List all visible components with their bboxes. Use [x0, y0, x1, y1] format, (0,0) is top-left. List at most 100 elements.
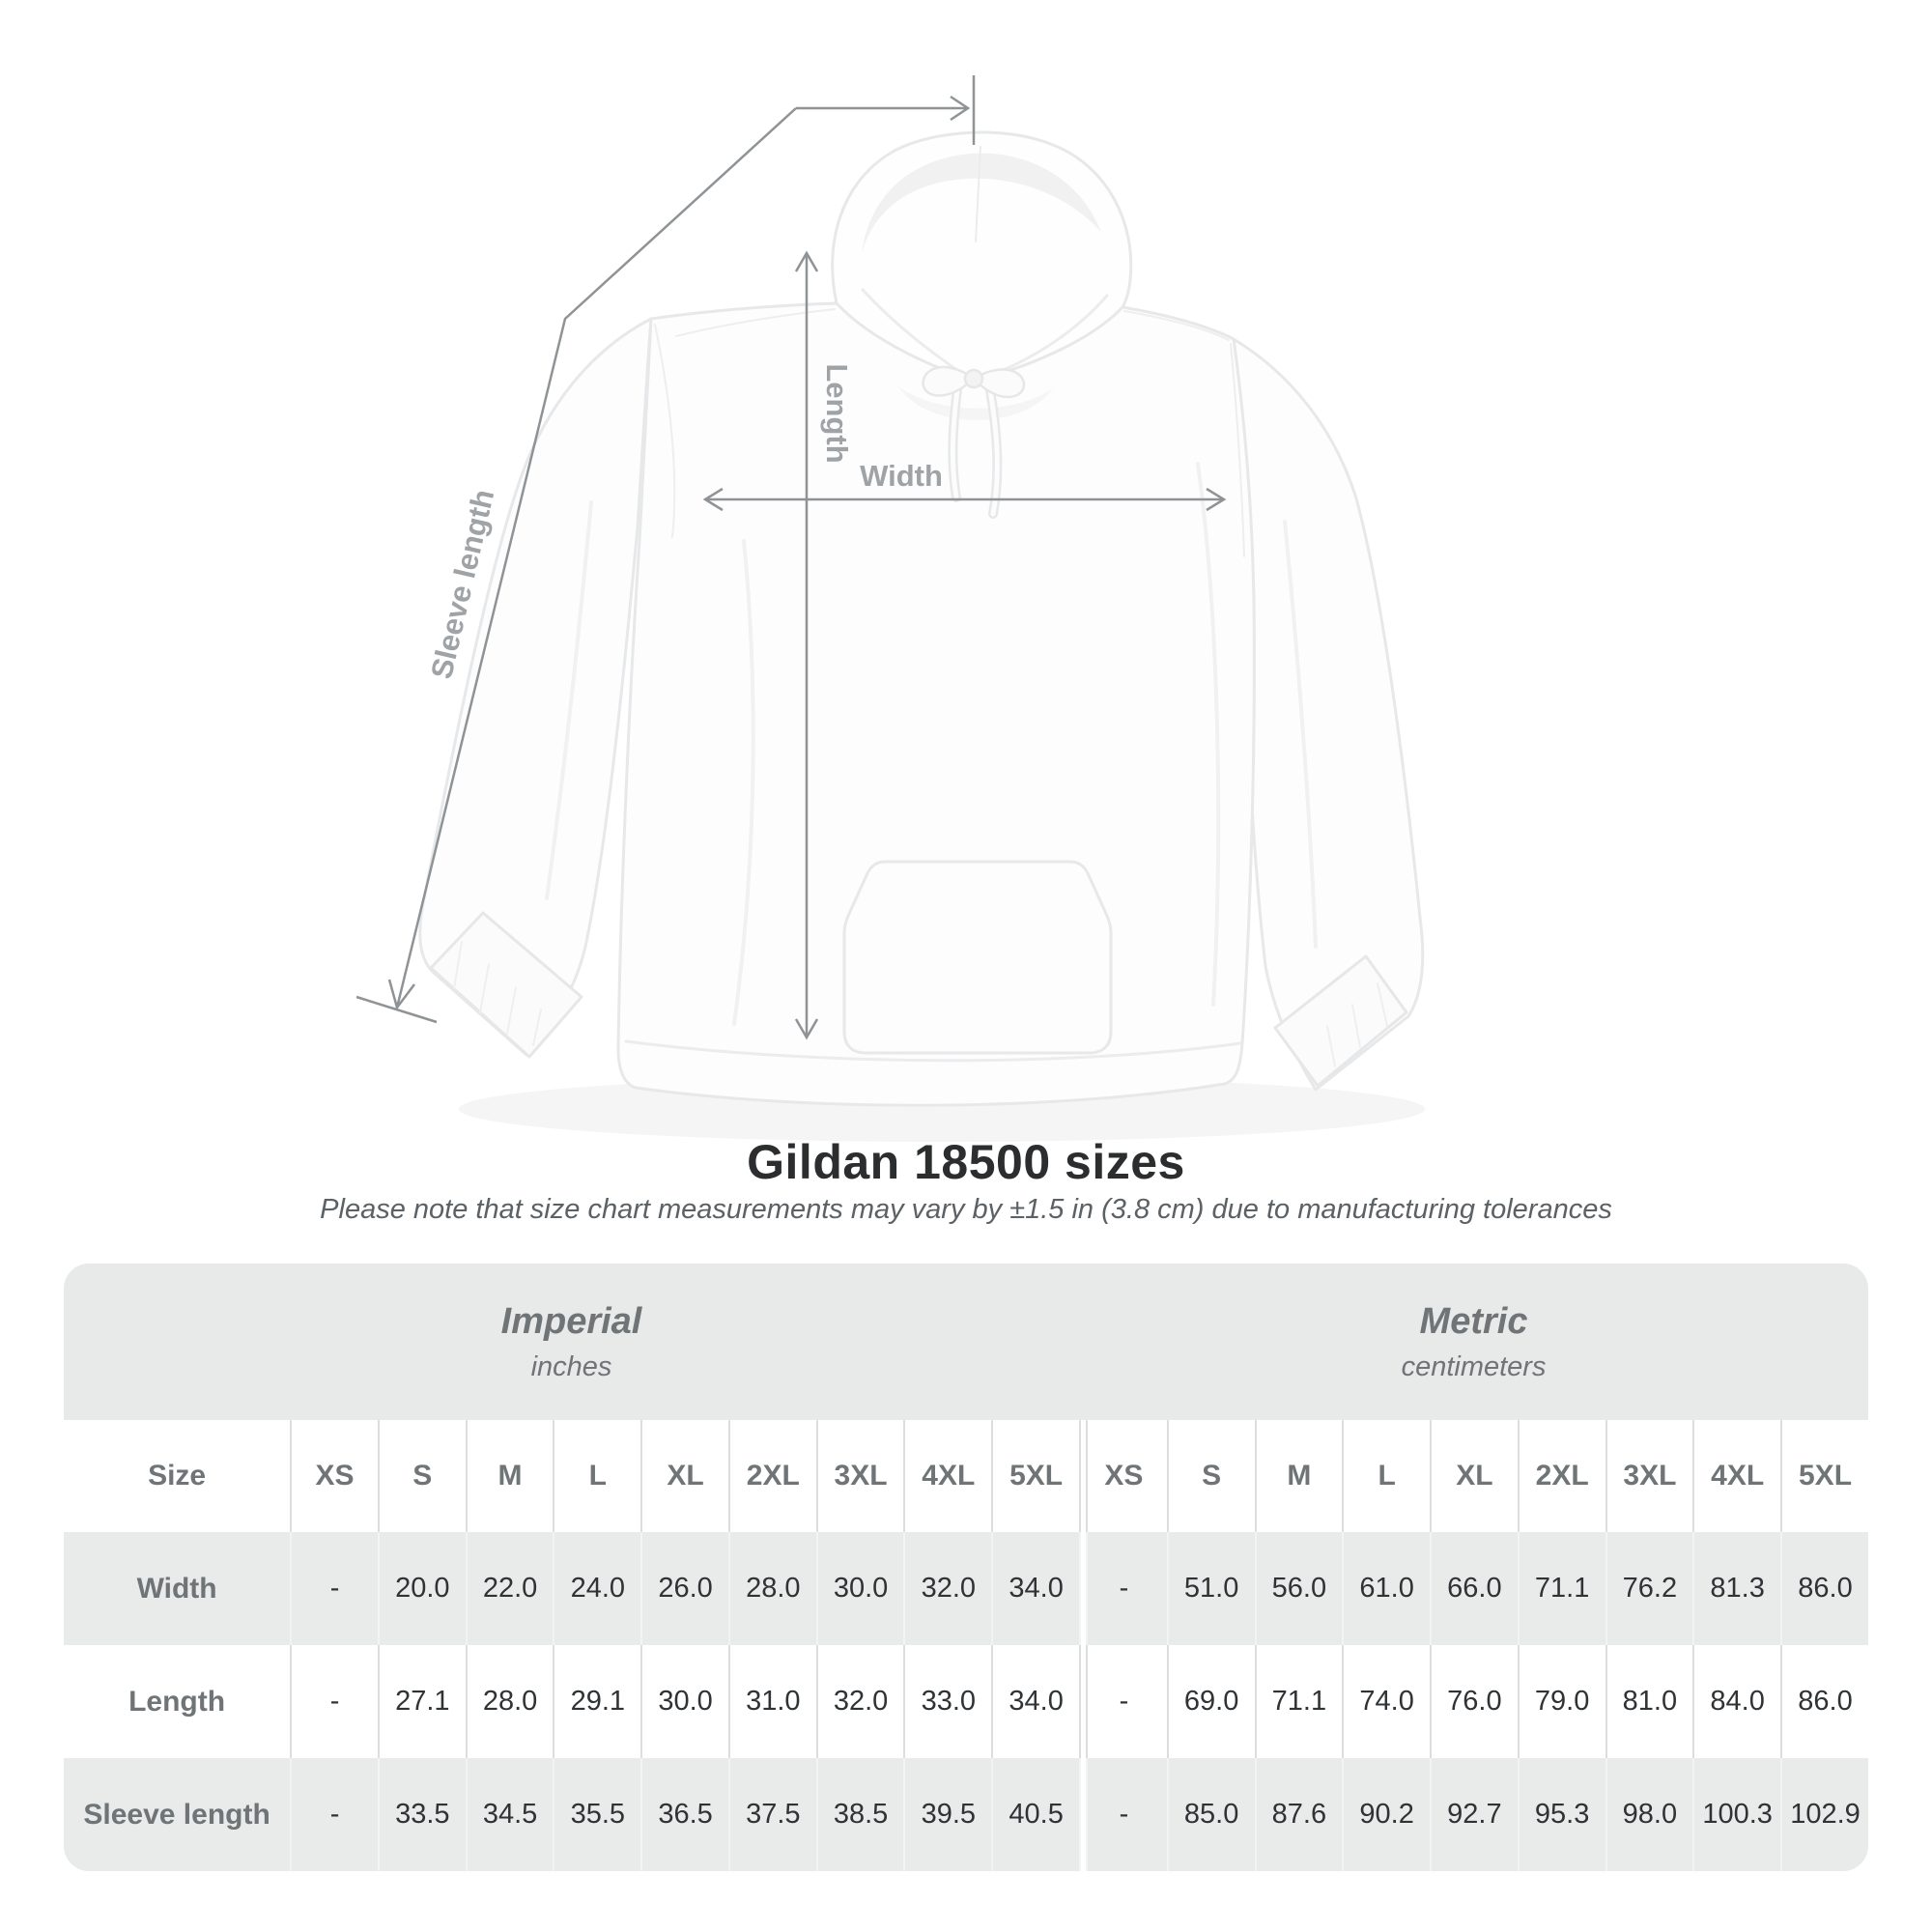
cell-imperial-m: 34.5 [465, 1758, 554, 1871]
size-header-imperial-5xl: 5XL [991, 1420, 1080, 1532]
cell-imperial-s: 27.1 [377, 1645, 466, 1758]
row-label: Width [64, 1532, 291, 1645]
cell-imperial-5xl: 34.0 [991, 1645, 1080, 1758]
cell-metric-xl: 76.0 [1430, 1645, 1518, 1758]
left-shoulder-seam [675, 308, 836, 337]
size-header-metric-l: L [1342, 1420, 1431, 1532]
cell-metric-m: 56.0 [1254, 1532, 1343, 1645]
cell-imperial-m: 28.0 [465, 1645, 554, 1758]
hem-seam [624, 1039, 1242, 1063]
cell-imperial-2xl: 31.0 [727, 1645, 816, 1758]
cell-metric-xs: - [1079, 1758, 1167, 1871]
cell-metric-s: 85.0 [1166, 1758, 1255, 1871]
drawstring-left-highlight [950, 380, 961, 500]
cell-imperial-l: 29.1 [553, 1645, 641, 1758]
size-header-imperial-4xl: 4XL [903, 1420, 992, 1532]
width-measure-label: Width [860, 459, 943, 493]
table-row-width: Width -20.0 22.0 24.0 26.0 28.0 30.0 32.0 34.0-5… [64, 1532, 1868, 1645]
cell-metric-m: 71.1 [1254, 1645, 1343, 1758]
size-header-metric-xl: XL [1430, 1420, 1518, 1532]
metric-band: Metric centimeters [1079, 1264, 1868, 1420]
cell-imperial-xl: 36.5 [640, 1758, 728, 1871]
length-measure-label: Length [820, 363, 854, 463]
cell-imperial-4xl: 39.5 [903, 1758, 992, 1871]
drawstring-bow-left-loop [922, 365, 976, 397]
tolerance-note: Please note that size chart measurements… [320, 1194, 1612, 1225]
cell-metric-xl: 66.0 [1430, 1532, 1518, 1645]
size-header-metric-s: S [1166, 1420, 1255, 1532]
hood-inner-shading [862, 153, 1101, 253]
metric-band-unit: centimeters [1401, 1350, 1547, 1382]
left-cuff-ribbing [453, 941, 542, 1046]
cell-imperial-l: 24.0 [553, 1532, 641, 1645]
size-header-imperial-2xl: 2XL [727, 1420, 816, 1532]
size-header-metric-m: M [1254, 1420, 1343, 1532]
cell-imperial-s: 20.0 [377, 1532, 466, 1645]
drawstring-bow-right-loop [972, 368, 1026, 399]
imperial-band-unit: inches [530, 1350, 612, 1382]
cell-metric-4xl: 100.3 [1692, 1758, 1781, 1871]
body-fold-left [732, 539, 755, 1026]
size-column-header: Size [64, 1420, 291, 1532]
hoodie-left-cuff [429, 911, 583, 1059]
left-sleeve-fold [545, 500, 593, 900]
right-sleeve-fold [1283, 520, 1318, 949]
size-header-metric-xs: XS [1079, 1420, 1167, 1532]
cell-metric-3xl: 81.0 [1605, 1645, 1693, 1758]
unit-band-row: Imperial inches Metric centimeters [64, 1264, 1868, 1420]
sleeve-line-end-tick [355, 995, 438, 1024]
cell-metric-2xl: 79.0 [1517, 1645, 1605, 1758]
cell-metric-xl: 92.7 [1430, 1758, 1518, 1871]
cell-imperial-xs: - [290, 1532, 378, 1645]
size-header-imperial-xs: XS [290, 1420, 378, 1532]
imperial-band-title: Imperial [500, 1300, 642, 1342]
right-armhole-seam [1230, 343, 1245, 557]
measurement-lines [355, 75, 1227, 1040]
cell-metric-5xl: 102.9 [1780, 1758, 1868, 1871]
cell-imperial-xl: 30.0 [640, 1645, 728, 1758]
cell-metric-4xl: 81.3 [1692, 1532, 1781, 1645]
cell-metric-s: 51.0 [1166, 1532, 1255, 1645]
cell-imperial-5xl: 40.5 [991, 1758, 1080, 1871]
imperial-band: Imperial inches [64, 1264, 1080, 1420]
cell-imperial-4xl: 32.0 [903, 1532, 992, 1645]
width-left-arrowhead [702, 487, 724, 512]
cell-imperial-3xl: 32.0 [815, 1645, 904, 1758]
cell-imperial-5xl: 34.0 [991, 1532, 1080, 1645]
cell-metric-3xl: 98.0 [1605, 1758, 1693, 1871]
cell-metric-l: 90.2 [1342, 1758, 1431, 1871]
cell-metric-3xl: 76.2 [1605, 1532, 1693, 1645]
cell-metric-m: 87.6 [1254, 1758, 1343, 1871]
size-header-metric-3xl: 3XL [1605, 1420, 1693, 1532]
row-label: Length [64, 1645, 291, 1758]
size-header-imperial-xl: XL [640, 1420, 728, 1532]
size-header-imperial-3xl: 3XL [815, 1420, 904, 1532]
row-label: Sleeve length [64, 1758, 291, 1871]
cell-imperial-3xl: 38.5 [815, 1758, 904, 1871]
left-armhole-seam [654, 324, 676, 538]
size-header-imperial-m: M [465, 1420, 554, 1532]
cell-metric-4xl: 84.0 [1692, 1645, 1781, 1758]
width-right-arrowhead [1206, 487, 1227, 512]
size-table-container: Imperial inches Metric centimeters Size X… [64, 1264, 1868, 1871]
right-shoulder-seam [1123, 310, 1230, 341]
cell-imperial-xs: - [290, 1758, 378, 1871]
sleeve-line-right-arrowhead [950, 95, 971, 122]
cell-metric-5xl: 86.0 [1780, 1645, 1868, 1758]
cell-metric-l: 61.0 [1342, 1532, 1431, 1645]
cell-metric-l: 74.0 [1342, 1645, 1431, 1758]
cell-imperial-4xl: 33.0 [903, 1645, 992, 1758]
cell-metric-xs: - [1079, 1532, 1167, 1645]
hood-center-crease [975, 146, 981, 242]
table-row-sleeve-length: Sleeve length -33.5 34.5 35.5 36.5 37.5 38.5 39… [64, 1758, 1868, 1871]
cell-imperial-l: 35.5 [553, 1758, 641, 1871]
metric-band-title: Metric [1419, 1300, 1528, 1342]
length-top-arrowhead [794, 250, 819, 272]
cell-metric-2xl: 95.3 [1517, 1758, 1605, 1871]
cell-imperial-s: 33.5 [377, 1758, 466, 1871]
cell-imperial-3xl: 30.0 [815, 1532, 904, 1645]
cell-imperial-xs: - [290, 1645, 378, 1758]
hoodie-right-cuff [1273, 954, 1408, 1088]
body-fold-right [1196, 462, 1221, 1007]
